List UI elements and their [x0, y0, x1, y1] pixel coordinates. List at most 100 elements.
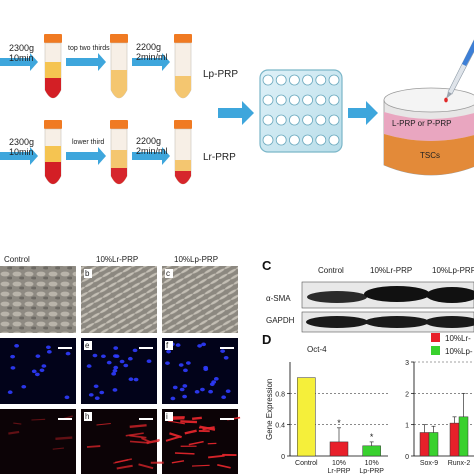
tube-row2-3 [174, 120, 192, 185]
fiber [172, 417, 185, 420]
arrow-to-dish [348, 101, 378, 125]
band-asma-lp [426, 287, 474, 303]
well [288, 114, 300, 126]
tile-letter-e: e [85, 341, 90, 350]
fiber [52, 447, 65, 450]
spin2-time-row1: 2min/ml [136, 52, 168, 62]
nucleus [65, 351, 71, 356]
spin1-time-row1: 10min [9, 53, 34, 63]
well [275, 94, 287, 106]
nucleus [165, 361, 170, 365]
fiber [199, 425, 216, 431]
fiber [55, 436, 73, 441]
col-label-lp: 10%Lp-PRP [174, 255, 218, 264]
x-tick-label: Sox-9 [420, 460, 438, 467]
dish-layer-bottom: TSCs [420, 151, 440, 160]
product-row1: Lp-PRP [203, 69, 238, 80]
well [302, 74, 314, 86]
blot-col-lp: 10%Lp-PRP [432, 266, 474, 275]
nucleus [7, 390, 13, 395]
nucleus [182, 384, 188, 388]
fiber [191, 464, 210, 467]
y-tick-label: 0 [405, 454, 409, 461]
chart1-title: Oct-4 [307, 345, 327, 354]
spin1-time-row2: 10min [9, 147, 34, 157]
blot-col-control: Control [318, 266, 344, 275]
nucleus [146, 359, 152, 363]
legend-label-lr: 10%Lr- [445, 334, 471, 343]
micrograph-b [81, 266, 157, 333]
band-gapdh-lp [425, 316, 474, 328]
nucleus [14, 344, 20, 348]
nucleus [45, 345, 51, 350]
scale-bar-e [139, 347, 153, 349]
fiber [113, 459, 129, 464]
legend: 10%Lr- 10%Lp- [431, 333, 473, 356]
fiber [192, 416, 202, 420]
tube-row1-2 [110, 34, 128, 99]
scale-bar-f [220, 347, 234, 349]
nucleus [172, 385, 178, 390]
panel-letter-d: D [262, 332, 271, 347]
scale-bar-d [58, 347, 72, 349]
well [288, 74, 300, 86]
bar-control [297, 377, 316, 457]
culture-dish: L-PRP or P-PRP TSCs [383, 87, 474, 176]
nucleus [133, 377, 139, 382]
y-tick-label: 0.8 [275, 391, 285, 398]
fiber [188, 440, 204, 446]
band-gapdh-control [306, 316, 368, 328]
nucleus [101, 354, 106, 359]
well [328, 134, 340, 146]
nucleus [203, 367, 209, 372]
scale-bar-h [139, 418, 153, 420]
well [302, 114, 314, 126]
nucleus [21, 384, 27, 389]
fiber [168, 420, 185, 425]
bar-runx-2-0 [449, 422, 460, 457]
fiber [31, 418, 46, 421]
fiber [129, 440, 149, 444]
tube-row2-1 [44, 120, 62, 185]
micrograph-c [162, 266, 238, 333]
nucleus [113, 365, 119, 370]
nucleus [39, 368, 45, 373]
step-row2: lower third [72, 139, 104, 146]
well [302, 134, 314, 146]
well [275, 134, 287, 146]
nucleus [46, 350, 52, 354]
well-plate [259, 69, 343, 153]
nucleus [112, 368, 118, 373]
tube-row1-1 [44, 34, 62, 99]
well [275, 74, 287, 86]
significance-mark: * [370, 432, 374, 442]
fiber [169, 432, 182, 439]
nucleus [88, 393, 94, 397]
nucleus [185, 361, 191, 365]
well [315, 134, 327, 146]
well [302, 94, 314, 106]
band-label-gapdh: GAPDH [266, 316, 295, 325]
nucleus [179, 387, 185, 392]
step-row1: top two thirds [68, 45, 110, 52]
well [262, 94, 274, 106]
y-tick-label: 0.4 [275, 423, 285, 430]
pipette-icon [444, 39, 474, 103]
nucleus [112, 388, 118, 392]
bar-runx-2-1 [458, 416, 469, 457]
fiber [129, 424, 147, 428]
well [315, 74, 327, 86]
fiber [13, 422, 22, 425]
significance-mark: * [337, 418, 341, 428]
fiber [116, 464, 133, 470]
x-tick-label: 10% [332, 460, 346, 467]
nucleus [119, 359, 125, 364]
well [328, 74, 340, 86]
tile-letter-h: h [85, 412, 89, 421]
product-row2: Lr-PRP [203, 152, 236, 163]
well [328, 94, 340, 106]
legend-label-lp: 10%Lp- [445, 347, 473, 356]
y-tick-label: 0 [281, 454, 285, 461]
nucleus [123, 363, 129, 368]
